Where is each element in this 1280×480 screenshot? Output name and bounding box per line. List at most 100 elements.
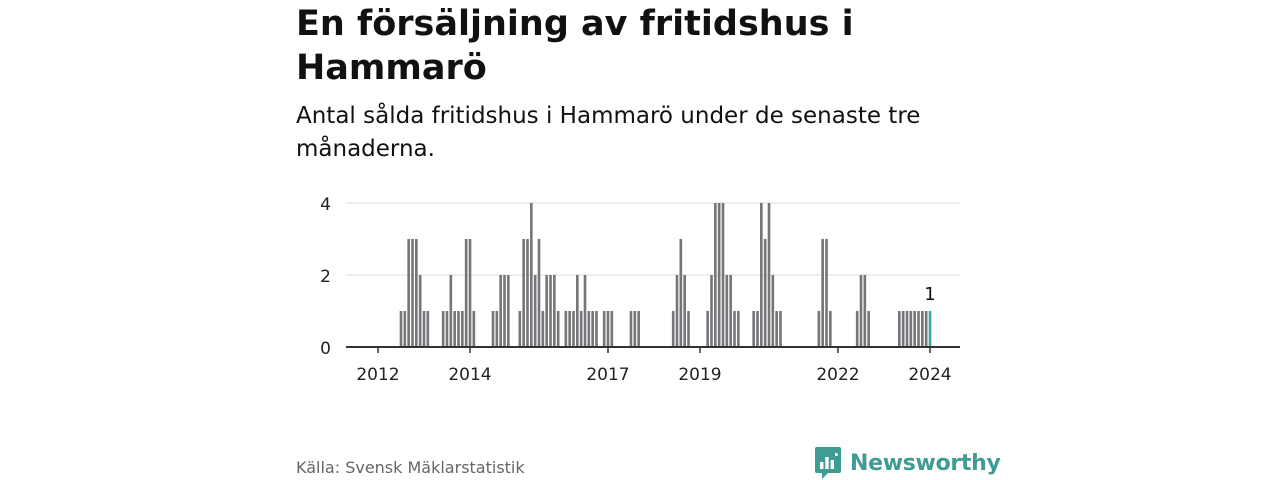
- bar: [407, 239, 410, 347]
- bar: [921, 311, 924, 347]
- bar: [633, 311, 637, 347]
- bar-chart: 0 2 4 2012 2014 2017 2019 2022 2024 1: [320, 195, 960, 385]
- bar: [441, 311, 445, 347]
- bar: [595, 311, 598, 347]
- bar: [553, 275, 556, 347]
- source-note: Källa: Svensk Mäklarstatistik: [296, 458, 525, 477]
- bar: [760, 203, 763, 347]
- bar: [771, 275, 775, 347]
- bar: [403, 311, 407, 347]
- bar: [687, 311, 690, 347]
- bar: [825, 239, 828, 347]
- bar: [756, 311, 759, 347]
- bar: [683, 275, 686, 347]
- bar: [924, 311, 928, 347]
- bar: [464, 239, 468, 347]
- chart-subtitle: Antal sålda fritidshus i Hammarö under d…: [296, 103, 921, 162]
- bar: [587, 311, 591, 347]
- bar: [556, 311, 560, 347]
- bar: [917, 311, 920, 347]
- bar: [733, 311, 736, 347]
- bar: [533, 275, 537, 347]
- highlight-value-label: 1: [924, 284, 935, 305]
- bar: [817, 311, 821, 347]
- bar: [629, 311, 633, 347]
- bar: [422, 311, 426, 347]
- x-tick-label: 2024: [908, 365, 951, 385]
- y-axis-ticks: 0 2 4: [320, 195, 331, 359]
- bar: [855, 311, 859, 347]
- bar: [737, 311, 740, 347]
- bar: [457, 311, 460, 347]
- bar: [537, 239, 541, 347]
- bar: [606, 311, 610, 347]
- bar: [499, 275, 502, 347]
- bar: [898, 311, 901, 347]
- x-tick-label: 2022: [816, 365, 859, 385]
- bar: [411, 239, 414, 347]
- bar: [752, 311, 755, 347]
- bar: [909, 311, 913, 347]
- bar: [522, 239, 525, 347]
- y-tick-label: 2: [320, 267, 331, 287]
- bar: [418, 275, 422, 347]
- bar: [725, 275, 729, 347]
- bar: [518, 311, 522, 347]
- bar: [453, 311, 456, 347]
- bar: [863, 275, 867, 347]
- bar: [530, 203, 533, 347]
- bar: [572, 311, 575, 347]
- bar: [461, 311, 464, 347]
- bar: [913, 311, 916, 347]
- bar: [472, 311, 476, 347]
- bar: [671, 311, 675, 347]
- bar: [905, 311, 909, 347]
- bar: [675, 275, 679, 347]
- x-axis-ticks: 2012 2014 2017 2019 2022 2024: [356, 347, 952, 385]
- brand-name: Newsworthy: [850, 450, 1001, 476]
- bar: [867, 311, 870, 347]
- y-tick-label: 0: [320, 339, 331, 359]
- bars: [399, 203, 932, 347]
- y-tick-label: 4: [320, 195, 331, 215]
- bar: [821, 239, 824, 347]
- bar: [610, 311, 614, 347]
- gridlines: [346, 202, 960, 276]
- bar: [763, 239, 767, 347]
- chart-title: En försäljning av fritidshus i Hammarö: [296, 4, 854, 88]
- bar: [767, 203, 771, 347]
- bar: [568, 311, 571, 347]
- bar: [503, 275, 506, 347]
- bar: [775, 311, 778, 347]
- x-tick-label: 2019: [678, 365, 721, 385]
- bar: [583, 275, 587, 347]
- bar: [717, 203, 721, 347]
- bar: [714, 203, 717, 347]
- bar: [445, 311, 449, 347]
- bar: [779, 311, 782, 347]
- x-tick-label: 2014: [448, 365, 491, 385]
- bar: [526, 239, 529, 347]
- bar: [576, 275, 579, 347]
- bar: [564, 311, 568, 347]
- bar: [549, 275, 552, 347]
- bar: [491, 311, 495, 347]
- bar: [449, 275, 453, 347]
- bar: [399, 311, 403, 347]
- bar: [545, 275, 548, 347]
- newsworthy-logo-icon: [815, 447, 841, 479]
- bar: [859, 275, 863, 347]
- bar: [706, 311, 709, 347]
- x-tick-label: 2017: [586, 365, 629, 385]
- bar: [901, 311, 905, 347]
- bar: [579, 311, 583, 347]
- bar: [415, 239, 418, 347]
- x-tick-label: 2012: [356, 365, 399, 385]
- bar: [426, 311, 430, 347]
- bar: [729, 275, 732, 347]
- bar: [710, 275, 713, 347]
- bar: [507, 275, 510, 347]
- bar: [541, 311, 545, 347]
- bar: [468, 239, 472, 347]
